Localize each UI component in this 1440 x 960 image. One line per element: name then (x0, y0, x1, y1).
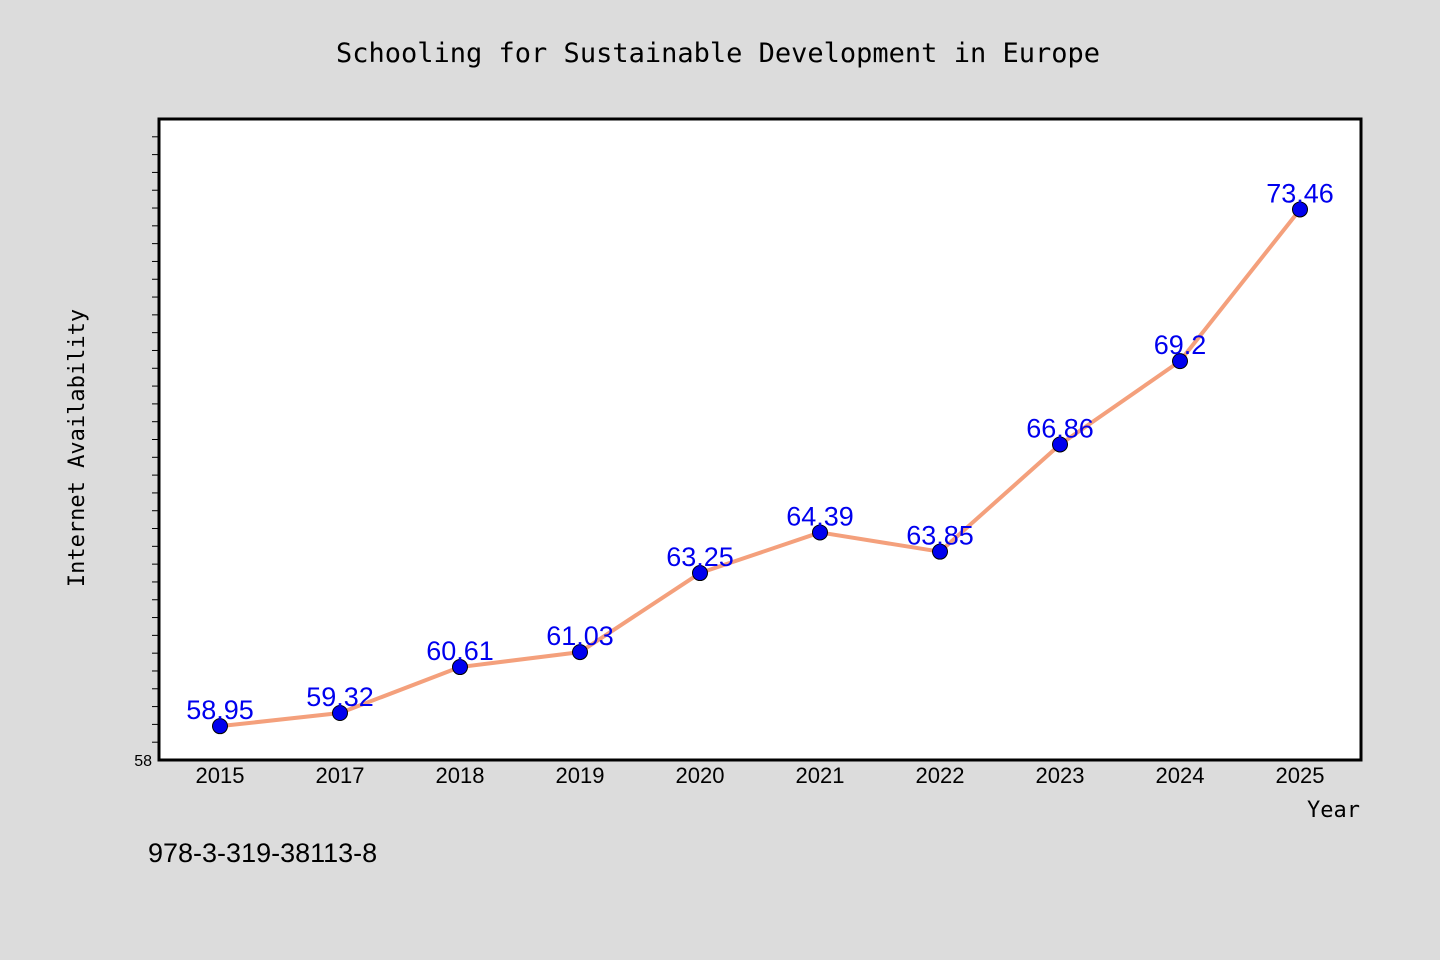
data-point (932, 543, 948, 560)
data-label: 59.32 (306, 682, 374, 712)
data-label: 64.39 (786, 501, 854, 531)
data-label: 63.85 (906, 521, 974, 551)
data-label: 60.61 (426, 636, 494, 666)
x-axis-label: Year (1307, 798, 1360, 823)
x-tick-label: 2017 (316, 763, 365, 788)
y-axis-label: Internet Availability (65, 309, 90, 587)
x-tick-label: 2018 (436, 763, 485, 788)
data-point (212, 718, 228, 735)
x-tick-label: 2015 (196, 763, 245, 788)
y-axis-ticks (152, 136, 159, 743)
x-tick-label: 2024 (1156, 763, 1205, 788)
data-point (452, 659, 468, 676)
y-tick-label: 58 (134, 753, 152, 770)
data-label: 61.03 (546, 621, 614, 651)
data-label: 69.2 (1154, 330, 1207, 360)
data-markers (212, 201, 1308, 735)
x-tick-label: 2021 (796, 763, 845, 788)
data-point (572, 644, 588, 661)
isbn-text: 978-3-319-38113-8 (148, 838, 377, 868)
x-tick-label: 2023 (1036, 763, 1085, 788)
data-point (812, 524, 828, 541)
data-point (692, 565, 708, 582)
chart-title: Schooling for Sustainable Development in… (336, 38, 1100, 69)
data-point (1292, 201, 1308, 218)
data-label: 58.95 (186, 695, 254, 725)
data-point (1052, 436, 1068, 453)
data-labels: 58.95 59.32 60.61 61.03 63.25 64.39 63.85 66.86… (186, 178, 1334, 725)
data-point (1172, 353, 1188, 370)
series-line (219, 208, 1302, 729)
data-label: 66.86 (1026, 413, 1094, 443)
x-tick-label: 2019 (556, 763, 605, 788)
plot-area (157, 117, 1363, 762)
data-label: 73.46 (1266, 178, 1334, 208)
data-label: 63.25 (666, 542, 734, 572)
data-point (332, 704, 348, 721)
x-tick-label: 2022 (916, 763, 965, 788)
x-tick-label: 2025 (1276, 763, 1325, 788)
x-tick-label: 2020 (676, 763, 725, 788)
x-axis-tick-labels: 2015 2017 2018 2019 2020 2021 2022 2023 2024 2025 (196, 763, 1325, 788)
